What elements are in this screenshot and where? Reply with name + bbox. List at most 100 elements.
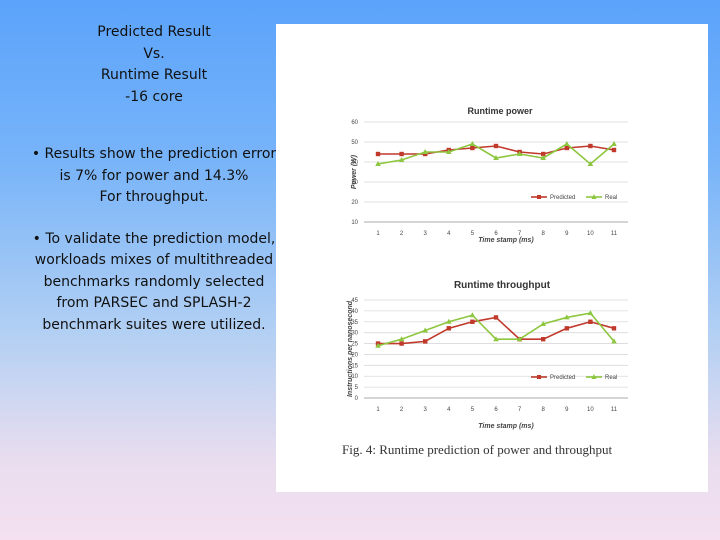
title-line: Vs. — [143, 45, 165, 62]
power-legend-predicted-marker — [537, 195, 541, 199]
title-line: -16 core — [125, 88, 183, 105]
throughput-y-tick-label: 35 — [351, 320, 358, 326]
throughput-predicted-point — [564, 326, 569, 331]
throughput-legend-predicted-label: Predicted — [550, 375, 575, 381]
power-predicted-point — [611, 147, 617, 153]
power-predicted-point — [470, 145, 475, 151]
power-x-tick-label: 10 — [587, 231, 594, 237]
power-x-tick-label: 2 — [400, 231, 404, 237]
throughput-predicted-point — [541, 337, 546, 342]
power-y-tick-label: 20 — [351, 200, 358, 206]
power-real-point — [446, 149, 452, 154]
throughput-real-point — [516, 336, 523, 342]
power-x-tick-label: 8 — [542, 231, 546, 237]
slide-title: Predicted Result Vs. Runtime Result -16 … — [30, 22, 278, 108]
throughput-y-tick-label: 30 — [351, 331, 358, 337]
throughput-x-tick-label: 10 — [587, 407, 594, 413]
throughput-y-tick-label: 25 — [351, 342, 358, 348]
power-y-tick-label: 60 — [351, 120, 358, 126]
power-legend-real-label: Real — [605, 195, 617, 201]
throughput-x-tick-label: 2 — [400, 407, 404, 413]
bullet-results-text: • Results show the prediction error is 7… — [31, 146, 277, 184]
throughput-legend-predicted-marker — [537, 375, 541, 379]
bullet-validation: • To validate the prediction model, work… — [32, 230, 276, 333]
throughput-x-tick-label: 4 — [447, 407, 451, 413]
throughput-legend-real-marker — [591, 374, 597, 379]
throughput-x-tick-label: 9 — [565, 407, 569, 413]
throughput-predicted-point — [588, 319, 593, 324]
throughput-y-tick-label: 0 — [355, 396, 359, 402]
power-x-axis-title: Time stamp (ms) — [478, 237, 534, 244]
power-real-point — [422, 149, 428, 154]
throughput-real-point — [611, 338, 617, 344]
power-x-tick-label: 1 — [376, 231, 380, 237]
throughput-real-point — [375, 342, 381, 348]
power-chart-title: Runtime power — [467, 106, 533, 116]
power-x-tick-label: 3 — [424, 231, 428, 237]
throughput-x-tick-label: 8 — [542, 407, 546, 413]
throughput-real-point — [564, 314, 570, 320]
throughput-real-point — [446, 318, 452, 324]
power-real-point — [516, 151, 523, 156]
power-real-point — [587, 161, 594, 166]
throughput-x-axis-title: Time stamp (ms) — [478, 423, 534, 430]
throughput-predicted-point — [446, 326, 451, 331]
throughput-real-point — [398, 336, 405, 342]
power-real-point — [493, 155, 499, 160]
power-real-point — [469, 141, 476, 146]
throughput-predicted-point — [399, 341, 404, 346]
throughput-predicted-point — [470, 319, 475, 324]
power-legend-predicted-label: Predicted — [550, 195, 575, 201]
bullet-results: • Results show the prediction error is 7… — [30, 144, 278, 209]
throughput-y-tick-label: 5 — [355, 385, 359, 391]
throughput-y-tick-label: 15 — [351, 363, 358, 369]
throughput-real-point — [422, 327, 428, 333]
throughput-x-tick-label: 5 — [471, 407, 475, 413]
power-x-tick-label: 5 — [471, 231, 475, 237]
power-real-point — [611, 141, 617, 146]
power-predicted-point — [375, 151, 381, 157]
title-line: Predicted Result — [97, 24, 211, 40]
power-predicted-point — [541, 151, 546, 157]
power-predicted-point — [564, 145, 569, 151]
throughput-y-tick-label: 40 — [351, 309, 358, 315]
power-legend-real-marker — [591, 194, 597, 199]
throughput-chart-title: Runtime throughput — [454, 280, 551, 291]
throughput-predicted-point — [493, 315, 499, 320]
throughput-real-point — [540, 320, 546, 326]
power-real-point — [375, 161, 381, 166]
throughput-y-axis-title: Instructions per nanosecond — [347, 300, 354, 397]
power-y-tick-label: 30 — [351, 180, 358, 186]
power-x-tick-label: 9 — [565, 231, 569, 237]
throughput-real-point — [493, 336, 499, 342]
power-x-tick-label: 4 — [447, 231, 451, 237]
figure-caption: Fig. 4: Runtime prediction of power and … — [342, 442, 613, 457]
throughput-y-tick-label: 45 — [351, 298, 358, 304]
throughput-y-tick-label: 20 — [351, 352, 358, 358]
power-real-point — [398, 157, 405, 162]
power-predicted-point — [399, 151, 404, 157]
throughput-real-point — [469, 312, 476, 318]
power-y-axis-title: Power (W) — [351, 154, 358, 189]
throughput-x-tick-label: 11 — [611, 407, 618, 413]
power-x-tick-label: 7 — [518, 231, 522, 237]
throughput-x-tick-label: 1 — [376, 407, 380, 413]
title-line: Runtime Result — [100, 67, 208, 83]
throughput-real-point — [587, 310, 594, 316]
throughput-x-tick-label: 3 — [424, 407, 428, 413]
throughput-x-tick-label: 6 — [494, 407, 498, 413]
throughput-x-tick-label: 7 — [518, 407, 522, 413]
power-real-point — [540, 155, 546, 160]
figure-panel: Runtime power 10 20 30 40 50 60 1 2 3 4 5 6 7 8 9 10 11 Ti… — [276, 24, 708, 492]
throughput-y-tick-label: 10 — [351, 374, 358, 380]
power-x-tick-label: 6 — [494, 231, 498, 237]
power-x-tick-label: 11 — [611, 231, 618, 237]
power-y-tick-label: 10 — [351, 220, 358, 226]
throughput-predicted-point — [423, 339, 428, 344]
power-y-tick-label: 50 — [351, 140, 358, 146]
power-predicted-point — [588, 143, 593, 149]
power-real-point — [564, 141, 570, 146]
power-y-tick-label: 40 — [351, 160, 358, 166]
power-predicted-point — [493, 143, 499, 149]
